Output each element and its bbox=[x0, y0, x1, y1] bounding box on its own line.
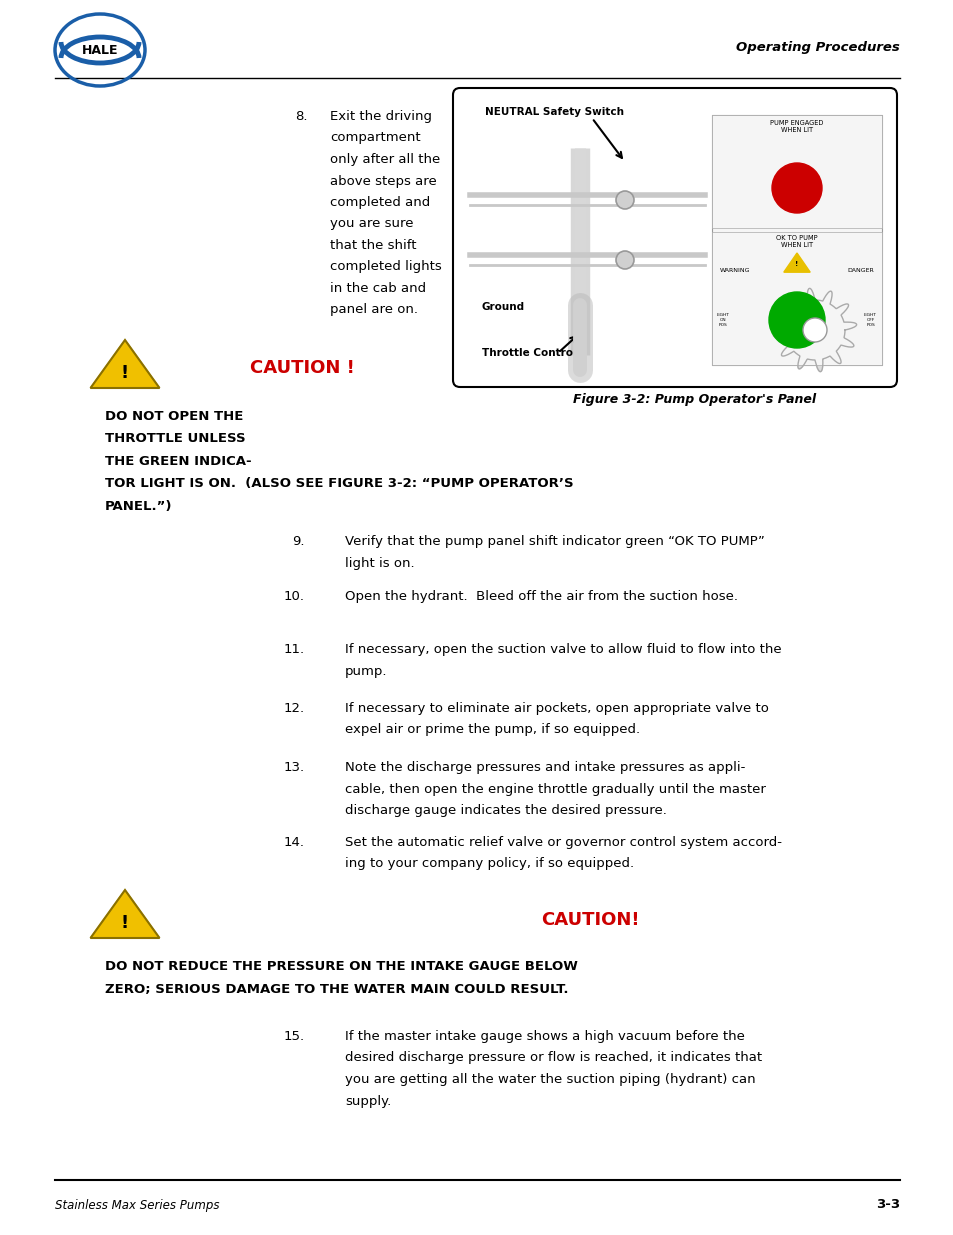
Text: HALE: HALE bbox=[82, 43, 118, 57]
FancyBboxPatch shape bbox=[711, 115, 882, 366]
Text: !: ! bbox=[795, 261, 798, 267]
Text: LIGHT
OFF
POS: LIGHT OFF POS bbox=[863, 314, 876, 326]
Text: WARNING: WARNING bbox=[720, 268, 750, 273]
Text: Note the discharge pressures and intake pressures as appli-: Note the discharge pressures and intake … bbox=[345, 761, 744, 774]
Text: ing to your company policy, if so equipped.: ing to your company policy, if so equipp… bbox=[345, 857, 634, 871]
Text: 11.: 11. bbox=[284, 643, 305, 656]
Text: 3-3: 3-3 bbox=[875, 1198, 899, 1212]
Text: that the shift: that the shift bbox=[330, 240, 416, 252]
Text: 10.: 10. bbox=[284, 590, 305, 603]
Text: completed lights: completed lights bbox=[330, 261, 441, 273]
Text: expel air or prime the pump, if so equipped.: expel air or prime the pump, if so equip… bbox=[345, 724, 639, 736]
Text: Figure 3-2: Pump Operator's Panel: Figure 3-2: Pump Operator's Panel bbox=[573, 393, 816, 406]
Circle shape bbox=[768, 291, 824, 348]
FancyBboxPatch shape bbox=[711, 115, 882, 228]
Text: CAUTION!: CAUTION! bbox=[540, 911, 639, 929]
Text: !: ! bbox=[121, 914, 129, 932]
Polygon shape bbox=[773, 288, 856, 372]
Text: 15.: 15. bbox=[284, 1030, 305, 1044]
Text: TOR LIGHT IS ON.  (ALSO SEE FIGURE 3-2: “PUMP OPERATOR’S: TOR LIGHT IS ON. (ALSO SEE FIGURE 3-2: “… bbox=[105, 478, 573, 490]
Text: 13.: 13. bbox=[284, 761, 305, 774]
Text: Verify that the pump panel shift indicator green “OK TO PUMP”: Verify that the pump panel shift indicat… bbox=[345, 535, 764, 548]
Text: in the cab and: in the cab and bbox=[330, 282, 426, 295]
Text: desired discharge pressure or flow is reached, it indicates that: desired discharge pressure or flow is re… bbox=[345, 1051, 761, 1065]
Text: DANGER: DANGER bbox=[846, 268, 873, 273]
Text: only after all the: only after all the bbox=[330, 153, 439, 165]
Text: cable, then open the engine throttle gradually until the master: cable, then open the engine throttle gra… bbox=[345, 783, 765, 795]
Text: 9.: 9. bbox=[293, 535, 305, 548]
Text: Set the automatic relief valve or governor control system accord-: Set the automatic relief valve or govern… bbox=[345, 836, 781, 848]
Text: NEUTRAL Safety Switch: NEUTRAL Safety Switch bbox=[484, 107, 623, 117]
Text: above steps are: above steps are bbox=[330, 174, 436, 188]
FancyBboxPatch shape bbox=[453, 88, 896, 387]
Circle shape bbox=[802, 317, 826, 342]
Polygon shape bbox=[91, 340, 159, 388]
Circle shape bbox=[616, 251, 634, 269]
Text: If necessary, open the suction valve to allow fluid to flow into the: If necessary, open the suction valve to … bbox=[345, 643, 781, 656]
Text: PANEL.”): PANEL.”) bbox=[105, 500, 172, 513]
Text: !: ! bbox=[121, 364, 129, 382]
Text: DO NOT OPEN THE: DO NOT OPEN THE bbox=[105, 410, 243, 424]
Text: you are sure: you are sure bbox=[330, 217, 413, 231]
Text: Exit the driving: Exit the driving bbox=[330, 110, 432, 124]
Polygon shape bbox=[783, 253, 809, 272]
Text: compartment: compartment bbox=[330, 131, 420, 144]
Text: Open the hydrant.  Bleed off the air from the suction hose.: Open the hydrant. Bleed off the air from… bbox=[345, 590, 738, 603]
Text: CAUTION !: CAUTION ! bbox=[250, 359, 355, 377]
Text: ZERO; SERIOUS DAMAGE TO THE WATER MAIN COULD RESULT.: ZERO; SERIOUS DAMAGE TO THE WATER MAIN C… bbox=[105, 983, 568, 997]
Polygon shape bbox=[91, 890, 159, 939]
Text: panel are on.: panel are on. bbox=[330, 304, 417, 316]
FancyBboxPatch shape bbox=[711, 232, 882, 366]
Text: PUMP ENGAGED
WHEN LIT: PUMP ENGAGED WHEN LIT bbox=[769, 120, 822, 133]
Text: completed and: completed and bbox=[330, 196, 430, 209]
Text: pump.: pump. bbox=[345, 664, 387, 678]
Text: THROTTLE UNLESS: THROTTLE UNLESS bbox=[105, 432, 245, 446]
Text: DO NOT REDUCE THE PRESSURE ON THE INTAKE GAUGE BELOW: DO NOT REDUCE THE PRESSURE ON THE INTAKE… bbox=[105, 960, 578, 973]
Text: THE GREEN INDICA-: THE GREEN INDICA- bbox=[105, 454, 252, 468]
Circle shape bbox=[616, 191, 634, 209]
Text: supply.: supply. bbox=[345, 1094, 391, 1108]
Text: you are getting all the water the suction piping (hydrant) can: you are getting all the water the suctio… bbox=[345, 1073, 755, 1086]
Text: Stainless Max Series Pumps: Stainless Max Series Pumps bbox=[55, 1198, 219, 1212]
Text: Ground: Ground bbox=[481, 303, 524, 312]
Circle shape bbox=[771, 163, 821, 212]
Text: 8.: 8. bbox=[294, 110, 307, 124]
Text: OK TO PUMP
WHEN LIT: OK TO PUMP WHEN LIT bbox=[776, 235, 817, 248]
Text: 14.: 14. bbox=[284, 836, 305, 848]
Text: Throttle Control: Throttle Control bbox=[481, 348, 576, 358]
Text: LIGHT
ON
POS: LIGHT ON POS bbox=[717, 314, 729, 326]
Text: If necessary to eliminate air pockets, open appropriate valve to: If necessary to eliminate air pockets, o… bbox=[345, 701, 768, 715]
Text: 12.: 12. bbox=[284, 701, 305, 715]
Text: discharge gauge indicates the desired pressure.: discharge gauge indicates the desired pr… bbox=[345, 804, 666, 818]
Text: If the master intake gauge shows a high vacuum before the: If the master intake gauge shows a high … bbox=[345, 1030, 744, 1044]
Text: Operating Procedures: Operating Procedures bbox=[736, 41, 899, 53]
Text: light is on.: light is on. bbox=[345, 557, 415, 569]
